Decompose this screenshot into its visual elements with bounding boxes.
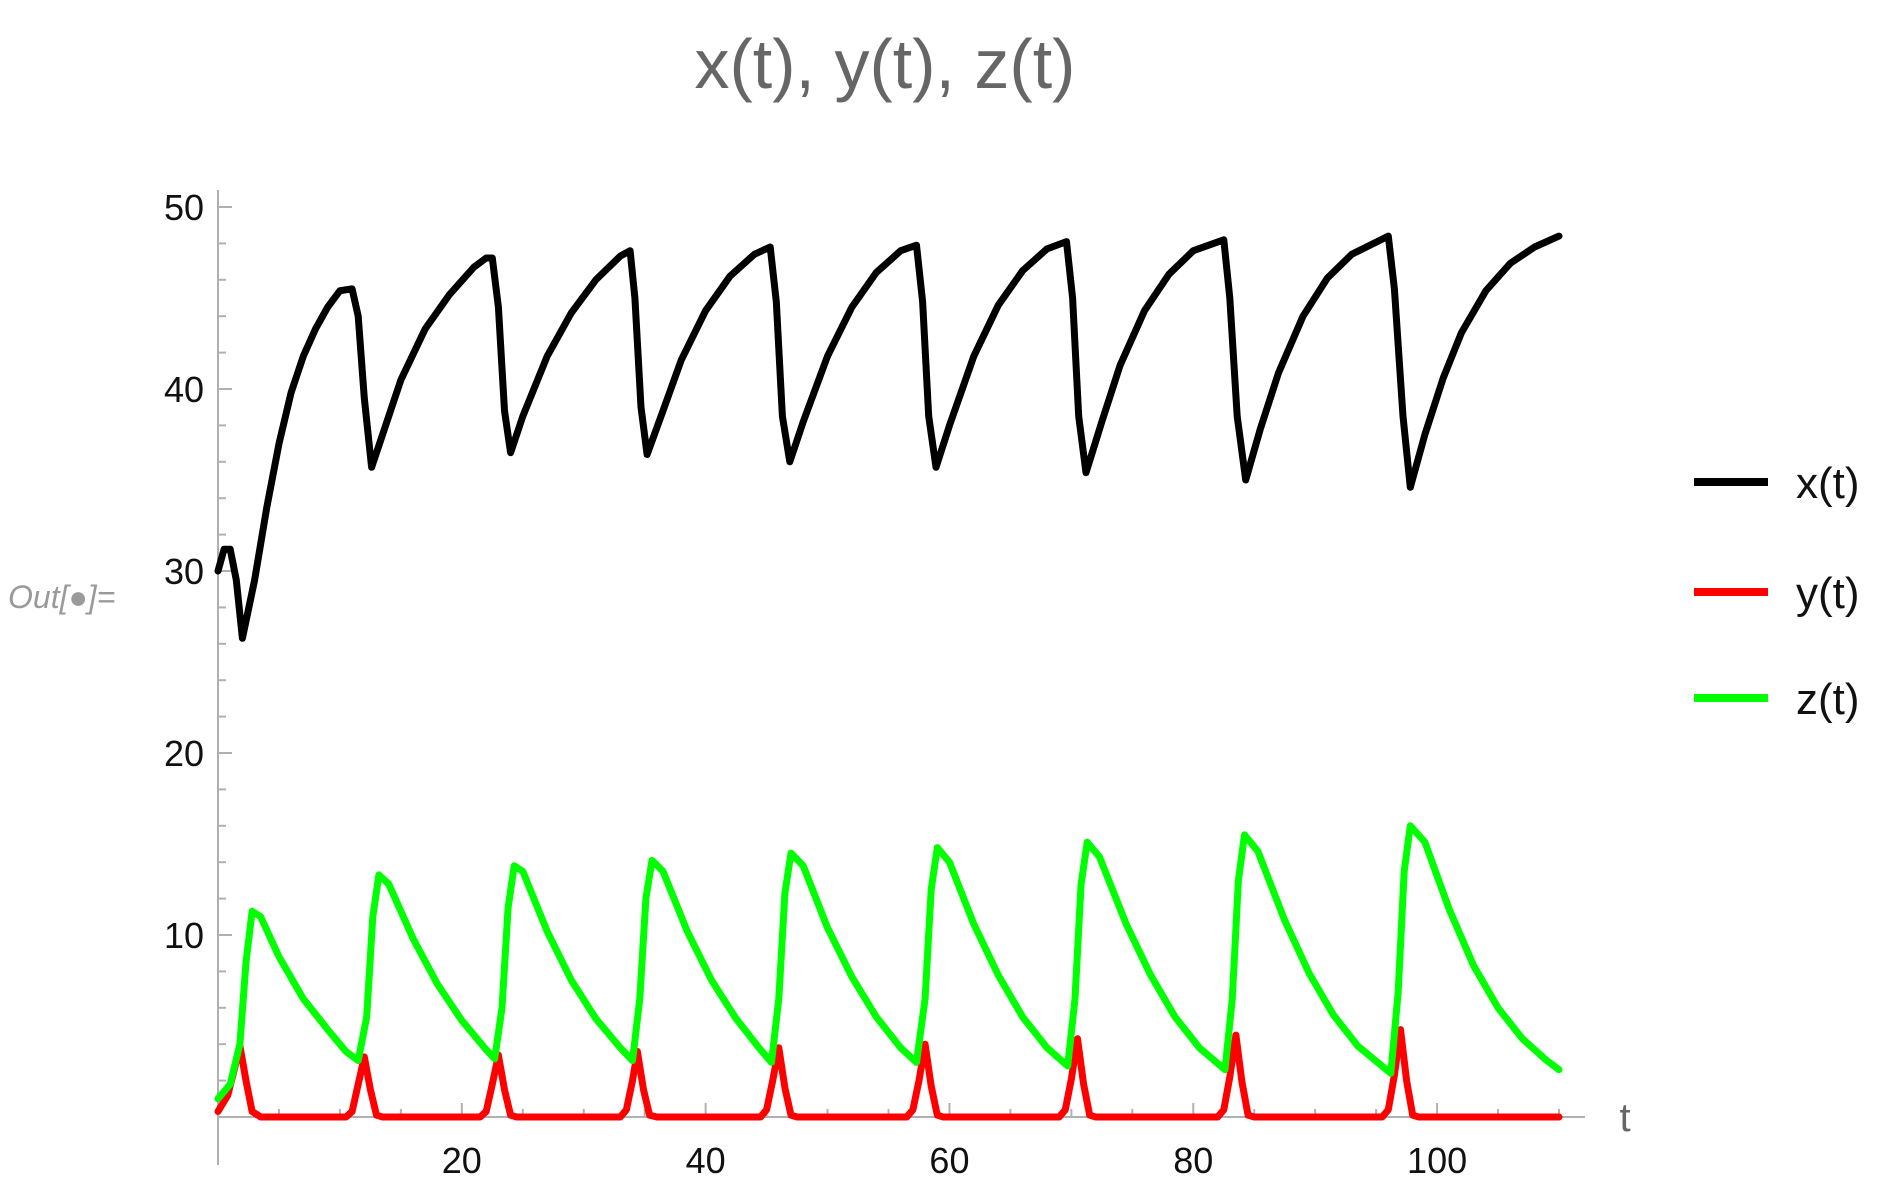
series-line-xt [214,232,1563,642]
series-layer [214,232,1563,1121]
y-tick-label: 20 [164,733,204,774]
x-tick-label: 80 [1173,1140,1213,1181]
series-line-yt [214,1026,1563,1121]
legend-label: z(t) [1796,675,1860,724]
y-tick-label: 30 [164,551,204,592]
x-tick-label: 40 [686,1140,726,1181]
series-line-zt [214,822,1563,1103]
output-cell-label: Out[●]= [8,579,115,615]
y-tick-label: 50 [164,187,204,228]
legend-label: x(t) [1796,459,1860,508]
axes: 10 20 30 40 50 20 40 60 80 100 t [164,187,1631,1181]
x-axis-label: t [1619,1096,1630,1140]
y-tick-label: 40 [164,369,204,410]
x-tick-label: 20 [442,1140,482,1181]
legend-label: y(t) [1796,569,1860,618]
chart-title: x(t), y(t), z(t) [694,25,1075,103]
y-tick-label: 10 [164,915,204,956]
x-tick-label: 100 [1407,1140,1467,1181]
x-tick-label: 60 [929,1140,969,1181]
legend: x(t) y(t) z(t) [1694,459,1860,724]
